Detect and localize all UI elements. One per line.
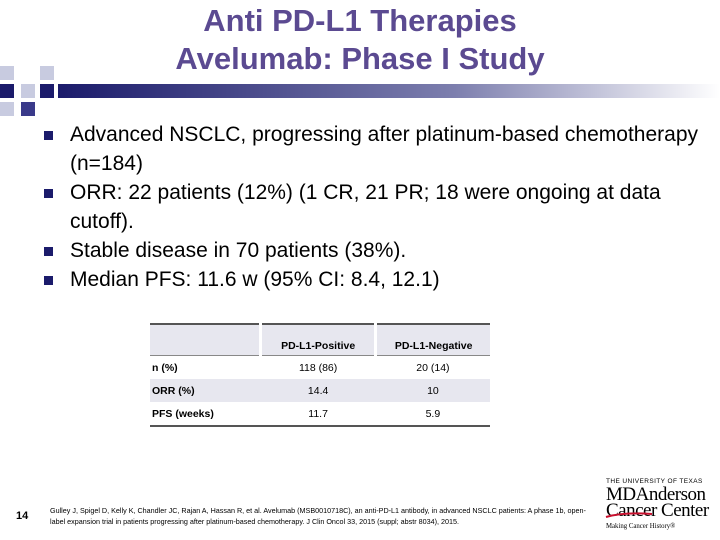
md-anderson-logo: THE UNIVERSITY OF TEXAS MDAnderson Cance…	[600, 478, 716, 536]
citation: Gulley J, Spigel D, Kelly K, Chandler JC…	[50, 506, 586, 526]
bullet-list: Advanced NSCLC, progressing after platin…	[43, 120, 703, 294]
table-cell: 20 (14)	[416, 361, 450, 374]
logo-tagline: Making Cancer History®	[606, 523, 676, 530]
table-header-cell: PD-L1-Positive	[258, 324, 376, 356]
header-squares-graphic	[0, 66, 720, 116]
results-table: PD-L1-Positive PD-L1-Negative n (%) 118 …	[150, 323, 490, 427]
table-header-cell	[150, 324, 261, 356]
title-line-2: Avelumab: Phase I Study	[175, 41, 545, 76]
bullet-square-icon	[44, 131, 53, 140]
table-cell: 11.7	[308, 407, 328, 420]
bullet-item: Advanced NSCLC, progressing after platin…	[43, 120, 703, 178]
bullet-square-icon	[44, 247, 53, 256]
table-row-label: ORR (%)	[152, 384, 195, 397]
logo-line-2: Cancer Center	[606, 500, 709, 521]
table-row: PFS (weeks) 11.7 5.9	[150, 402, 490, 426]
logo-swoosh-icon	[605, 512, 653, 518]
table-cell: 10	[427, 384, 439, 397]
bullet-text: Stable disease in 70 patients (38%).	[70, 239, 407, 262]
table-row: n (%) 118 (86) 20 (14)	[150, 355, 490, 380]
table-cell: 5.9	[425, 407, 441, 420]
page-number: 14	[16, 510, 29, 522]
bullet-text: Advanced NSCLC, progressing after platin…	[70, 123, 699, 175]
table-row-label: n (%)	[152, 361, 178, 374]
bullet-text: Median PFS: 11.6 w (95% CI: 8.4, 12.1)	[70, 268, 440, 291]
bullet-item: Median PFS: 11.6 w (95% CI: 8.4, 12.1)	[43, 265, 703, 294]
bullet-item: ORR: 22 patients (12%) (1 CR, 21 PR; 18 …	[43, 178, 703, 236]
table-row-label: PFS (weeks)	[152, 407, 214, 420]
bullet-square-icon	[44, 276, 53, 285]
bullet-item: Stable disease in 70 patients (38%).	[43, 236, 703, 265]
table-cell: 118 (86)	[298, 361, 338, 374]
table-header-cell: PD-L1-Negative	[374, 324, 490, 356]
logo-line-1: MDAnderson	[606, 484, 706, 505]
slide-title: Anti PD-L1 Therapies Avelumab: Phase I S…	[0, 2, 720, 78]
header-decoration	[0, 62, 720, 118]
bullet-text: ORR: 22 patients (12%) (1 CR, 21 PR; 18 …	[70, 181, 661, 233]
bullet-square-icon	[44, 189, 53, 198]
table-header-row: PD-L1-Positive PD-L1-Negative	[150, 324, 490, 356]
table-cell: 14.4	[307, 384, 329, 397]
logo-university: THE UNIVERSITY OF TEXAS	[606, 478, 703, 485]
table-row: ORR (%) 14.4 10	[150, 379, 490, 402]
title-line-1: Anti PD-L1 Therapies	[203, 3, 517, 38]
